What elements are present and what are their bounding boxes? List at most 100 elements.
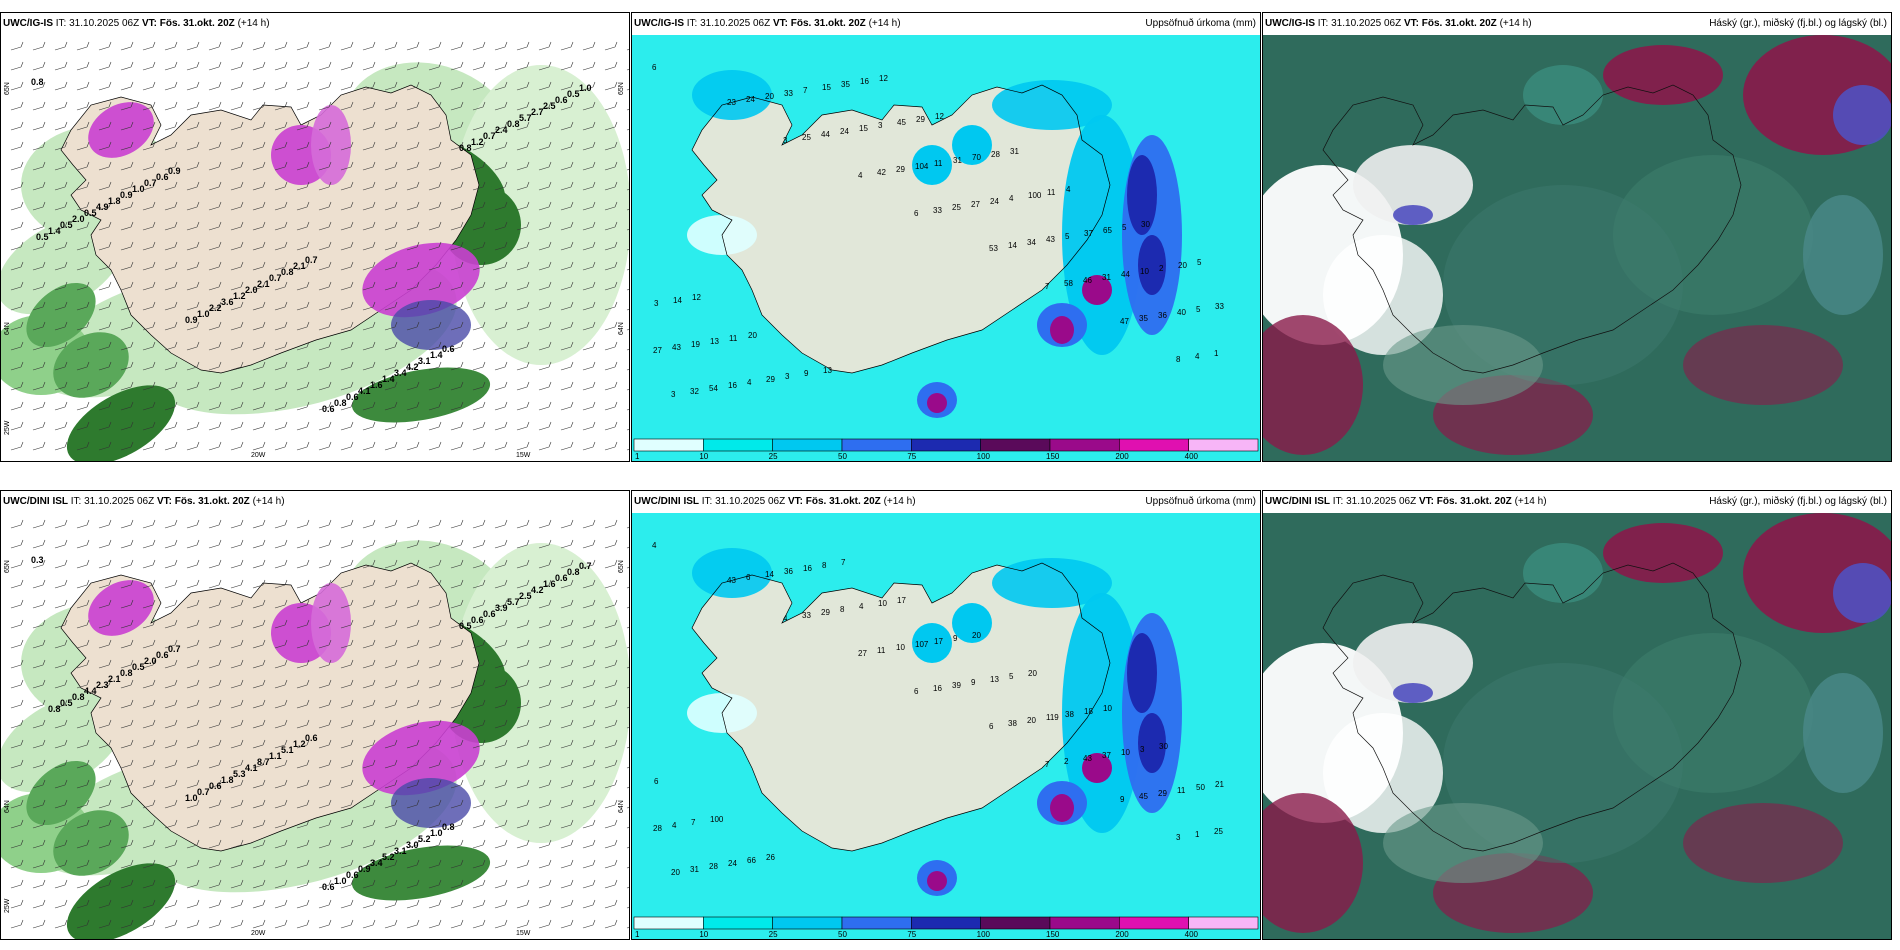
wind-max-area <box>391 778 471 828</box>
wind-swath <box>66 863 176 939</box>
panel-header: UWC/IG-IS IT: 31.10.2025 06Z VT: Fös. 31… <box>1263 13 1891 35</box>
precip-value-label: 3 <box>1176 833 1181 842</box>
precip-value-label: 65 <box>1103 226 1112 235</box>
precip-value-label: 5 <box>1009 672 1014 681</box>
precip-value-label: 23 <box>727 98 736 107</box>
wind-value-label: 0.8 <box>120 668 133 678</box>
precip-area <box>912 145 952 185</box>
colorbar-tick: 150 <box>1046 930 1060 939</box>
colorbar-segment <box>980 438 1051 452</box>
wind-value-label: 0.6 <box>322 882 335 892</box>
init-time: IT: 31.10.2025 06Z <box>70 496 155 507</box>
precip-map-panel-dini: UWC/DINI ISL IT: 31.10.2025 06Z VT: Fös.… <box>631 490 1261 940</box>
lead-time: (+14 h) <box>1514 496 1547 507</box>
wind-value-label: 1.0 <box>579 83 592 93</box>
wind-value-label: 0.6 <box>156 172 169 182</box>
precip-value-label: 43 <box>1083 754 1092 763</box>
precip-value-label: 107 <box>915 640 929 649</box>
wind-value-label: 1.0 <box>334 876 347 886</box>
wind-value-label: 0.6 <box>555 95 568 105</box>
precip-value-label: 46 <box>1083 276 1092 285</box>
lon-label: 15W <box>516 930 531 937</box>
precip-value-label: 29 <box>766 375 775 384</box>
colorbar-tick: 400 <box>1185 930 1199 939</box>
panel-header: UWC/IG-IS IT: 31.10.2025 06Z VT: Fös. 31… <box>1 13 629 35</box>
cloud-area <box>1833 85 1891 145</box>
wind-value-label: 3.0 <box>406 840 419 850</box>
precip-value-label: 30 <box>1159 742 1168 751</box>
colorbar-tick: 75 <box>907 452 916 461</box>
cloud-area <box>1383 803 1543 883</box>
precip-value-label: 42 <box>877 168 886 177</box>
precip-area <box>1082 753 1112 783</box>
precip-value-label: 44 <box>821 130 830 139</box>
lat-label: 25W <box>4 898 11 913</box>
wind-value-label: 2.0 <box>72 214 85 224</box>
wind-swath <box>66 385 176 461</box>
wind-map-panel-igis: UWC/IG-IS IT: 31.10.2025 06Z VT: Fös. 31… <box>0 12 630 462</box>
panel-title: Uppsöfnuð úrkoma (mm) <box>1145 18 1256 29</box>
wind-value-label: 0.6 <box>442 344 455 354</box>
precip-value-label: 3 <box>1140 745 1145 754</box>
precip-value-label: 54 <box>709 384 718 393</box>
wind-value-label: 0.8 <box>334 398 347 408</box>
wind-value-label: 0.6 <box>209 781 222 791</box>
precip-value-label: 9 <box>1120 795 1125 804</box>
colorbar-tick: 50 <box>838 930 847 939</box>
wind-value-label: 5.3 <box>233 769 246 779</box>
precip-value-label: 16 <box>933 684 942 693</box>
panel-header: UWC/DINI ISL IT: 31.10.2025 06Z VT: Fös.… <box>632 491 1260 513</box>
precip-value-label: 12 <box>692 293 701 302</box>
cloud-area <box>1323 235 1443 355</box>
cloud-map-panel-igis: UWC/IG-IS IT: 31.10.2025 06Z VT: Fös. 31… <box>1262 12 1892 462</box>
wind-value-label: 4.4 <box>84 686 97 696</box>
colorbar-segment <box>911 916 981 930</box>
wind-value-label: 2.7 <box>531 107 544 117</box>
precip-value-label: 12 <box>935 112 944 121</box>
wind-value-label: 0.5 <box>60 220 73 230</box>
lat-label: 25W <box>4 420 11 435</box>
precip-value-label: 3 <box>878 121 883 130</box>
precip-value-label: 4 <box>783 614 788 623</box>
wind-barbs <box>10 519 629 929</box>
cloud-area <box>1803 673 1883 793</box>
precip-value-label: 21 <box>1215 780 1224 789</box>
cloud-area <box>1523 543 1603 603</box>
wind-value-label: 1.2 <box>293 739 306 749</box>
cloud-area <box>1683 803 1843 883</box>
precip-value-label: 13 <box>823 366 832 375</box>
colorbar-tick: 25 <box>769 452 778 461</box>
cloud-area <box>1353 145 1473 225</box>
precip-value-label: 2 <box>1064 757 1069 766</box>
precip-value-label: 15 <box>859 124 868 133</box>
precip-map-panel-igis: UWC/IG-IS IT: 31.10.2025 06Z VT: Fös. 31… <box>631 12 1261 462</box>
wind-max-area <box>362 720 480 796</box>
wind-value-label: 2.5 <box>543 101 556 111</box>
precip-area <box>692 548 772 598</box>
wind-max-area <box>391 300 471 350</box>
precip-value-label: 35 <box>841 80 850 89</box>
precip-value-label: 4 <box>672 821 677 830</box>
precip-value-label: 24 <box>840 127 849 136</box>
colorbar-segment <box>633 916 704 930</box>
wind-max-area <box>362 242 480 318</box>
precip-colorbar: 1 10 25 50 75 100 150 200 400 <box>633 916 1259 939</box>
precip-value-label: 9 <box>971 678 976 687</box>
colorbar-segment <box>980 916 1051 930</box>
precip-value-label: 24 <box>990 197 999 206</box>
wind-value-label: 2.1 <box>293 261 306 271</box>
wind-value-label: 4.9 <box>96 202 109 212</box>
precip-value-label: 43 <box>672 343 681 352</box>
precip-value-label: 43 <box>1046 235 1055 244</box>
wind-value-label: 0.7 <box>144 178 157 188</box>
wind-barbs <box>10 41 629 451</box>
lat-label: 65N <box>4 82 11 95</box>
precip-value-label: 24 <box>746 95 755 104</box>
precip-value-label: 33 <box>933 206 942 215</box>
wind-value-label: 5.2 <box>418 834 431 844</box>
iceland-outline <box>691 562 1111 852</box>
wind-value-label: 0.7 <box>269 273 282 283</box>
precip-value-label: 20 <box>671 868 680 877</box>
precip-value-label: 33 <box>784 89 793 98</box>
init-time: IT: 31.10.2025 06Z <box>686 18 771 29</box>
